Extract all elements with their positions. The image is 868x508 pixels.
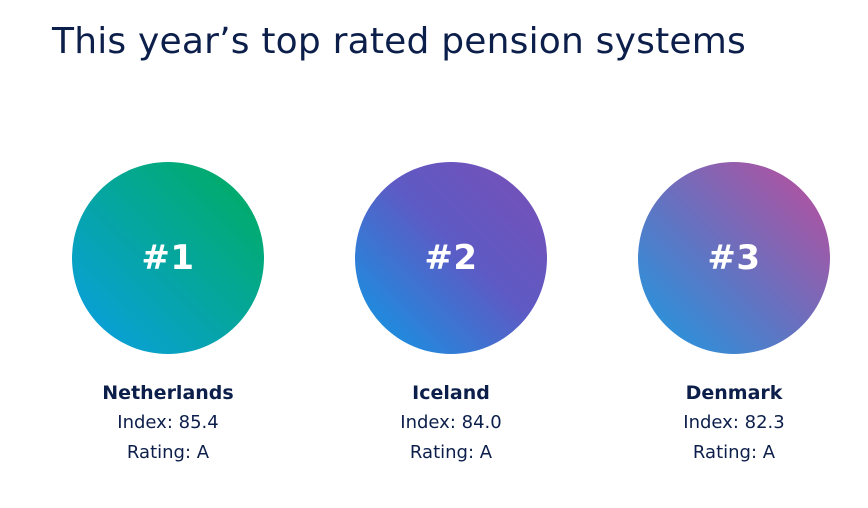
ranking-card-3: #3 Denmark Index: 82.3 Rating: A: [638, 162, 830, 464]
country-name: Denmark: [685, 382, 783, 404]
index-value: Index: 82.3: [683, 412, 785, 433]
ranking-card-2: #2 Iceland Index: 84.0 Rating: A: [355, 162, 547, 464]
rating-value: Rating: A: [409, 442, 493, 463]
country-name: Netherlands: [102, 382, 234, 404]
rank-badge-circle: #2: [355, 162, 547, 354]
rank-label: #2: [424, 238, 478, 278]
rank-badge-circle: #3: [638, 162, 830, 354]
rating-value: Rating: A: [692, 442, 776, 463]
page-title: This year’s top rated pension systems: [52, 21, 746, 62]
index-value: Index: 85.4: [117, 412, 219, 433]
rating-value: Rating: A: [126, 442, 210, 463]
country-name: Iceland: [412, 382, 490, 404]
index-value: Index: 84.0: [400, 412, 502, 433]
rank-label: #1: [141, 238, 195, 278]
rank-label: #3: [707, 238, 761, 278]
rank-badge-circle: #1: [72, 162, 264, 354]
ranking-card-1: #1 Netherlands Index: 85.4 Rating: A: [72, 162, 264, 464]
